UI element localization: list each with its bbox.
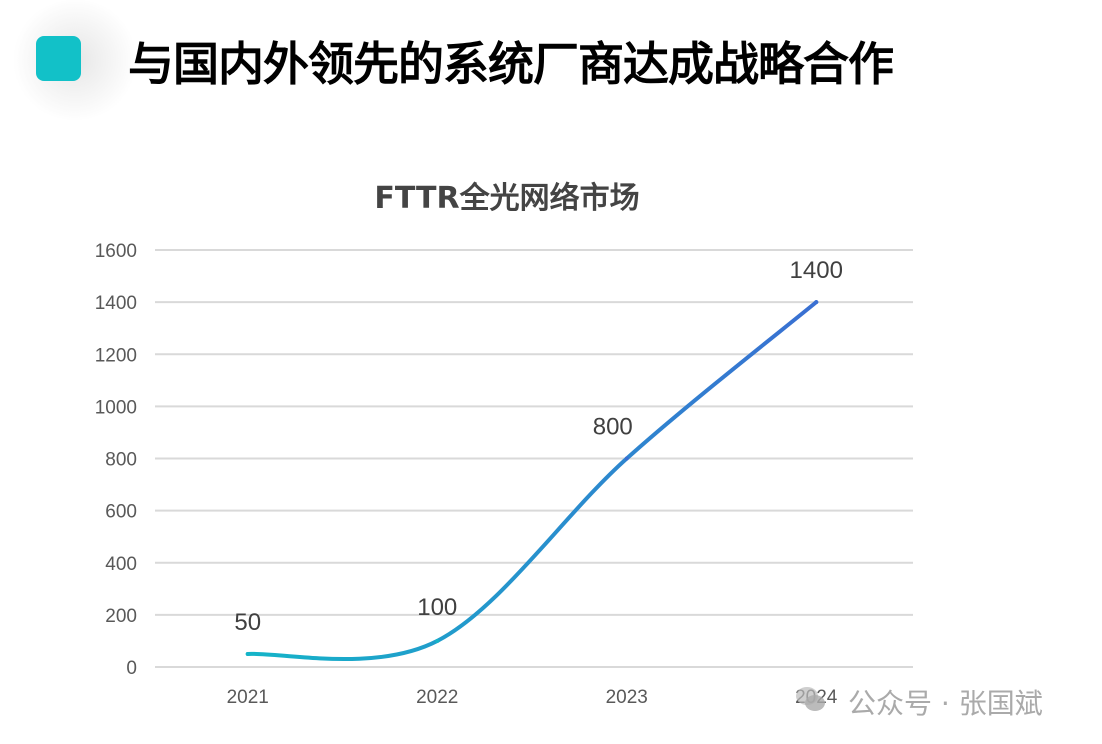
series-line bbox=[245, 300, 819, 662]
y-tick-label: 200 bbox=[105, 606, 137, 627]
y-tick-label: 0 bbox=[126, 658, 137, 679]
data-label: 800 bbox=[593, 414, 633, 441]
wechat-bubble-icon bbox=[796, 687, 825, 711]
x-tick-label: 2021 bbox=[227, 687, 269, 708]
data-point bbox=[814, 300, 819, 305]
title-marker-icon bbox=[36, 36, 81, 81]
y-tick-label: 1000 bbox=[95, 397, 137, 418]
y-tick-label: 1400 bbox=[95, 293, 137, 314]
slide-title: 与国内外领先的系统厂商达成战略合作 bbox=[128, 37, 894, 91]
data-point bbox=[624, 456, 629, 461]
y-tick-label: 1600 bbox=[95, 241, 137, 262]
y-tick-label: 600 bbox=[105, 502, 137, 523]
x-tick-label: 2022 bbox=[416, 687, 458, 708]
y-tick-label: 1200 bbox=[95, 345, 137, 366]
data-point bbox=[435, 638, 440, 643]
x-tick-label: 2023 bbox=[606, 687, 648, 708]
data-label: 50 bbox=[234, 609, 261, 636]
y-tick-label: 800 bbox=[105, 450, 137, 471]
data-label: 100 bbox=[417, 594, 457, 621]
watermark-text: 公众号 · 张国斌 bbox=[848, 687, 1043, 720]
data-point bbox=[245, 651, 250, 656]
data-label: 1400 bbox=[790, 257, 843, 284]
y-tick-label: 400 bbox=[105, 554, 137, 575]
chart-title: FTTR全光网络市场 bbox=[374, 181, 639, 216]
